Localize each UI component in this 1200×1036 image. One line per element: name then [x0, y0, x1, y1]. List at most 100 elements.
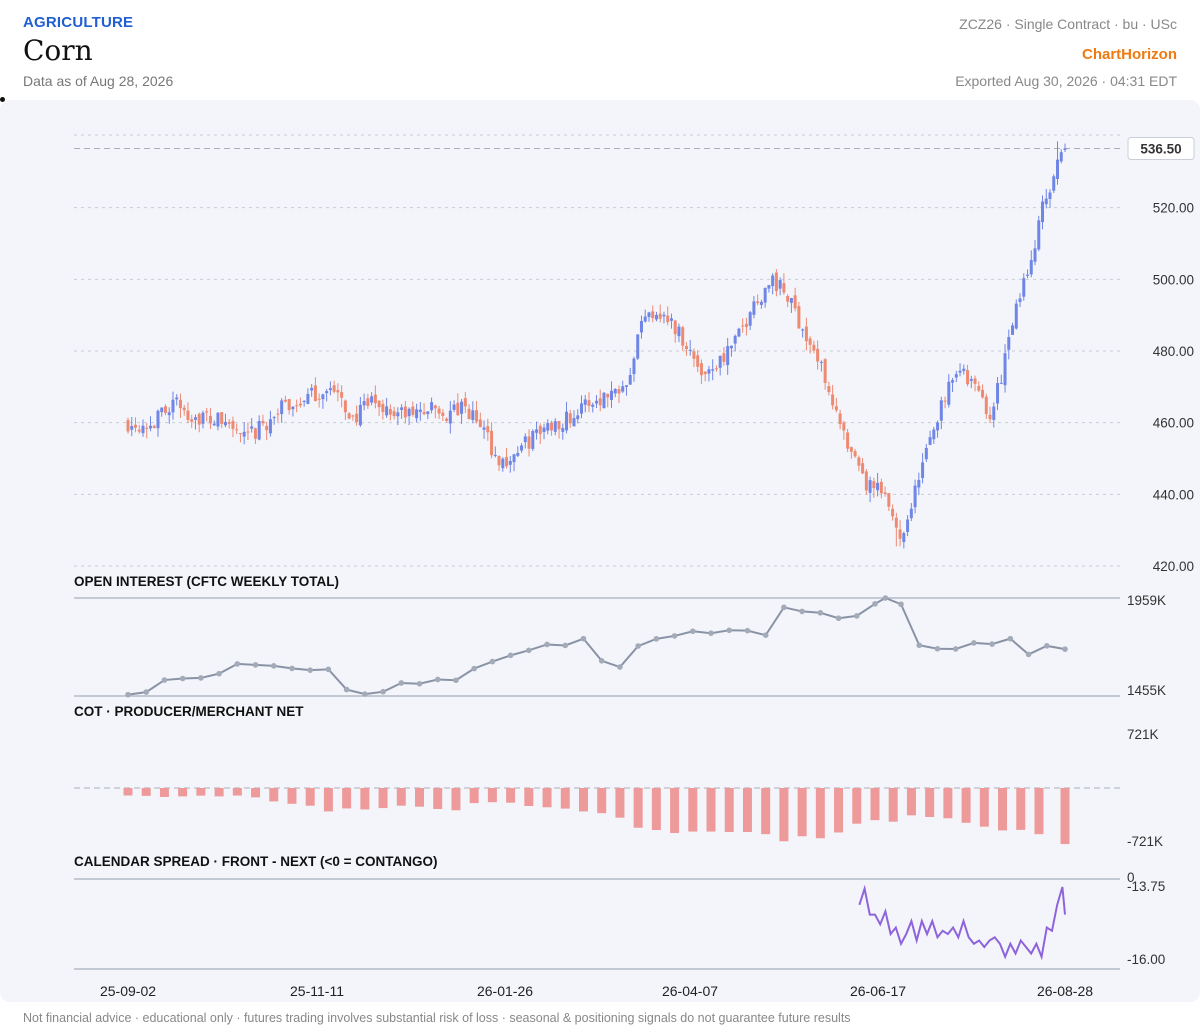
- price-candles: [126, 141, 1067, 549]
- cot-tick-label: -721K: [1127, 834, 1163, 849]
- candle-body: [819, 361, 823, 363]
- candle-body: [737, 328, 741, 337]
- candle-body: [561, 428, 565, 432]
- oi-point: [708, 630, 714, 636]
- cot-bar: [360, 788, 370, 810]
- candle-body: [130, 426, 134, 430]
- oi-point: [471, 665, 477, 672]
- candle-body: [190, 419, 194, 422]
- candle-body: [212, 423, 216, 426]
- candle-body: [426, 411, 430, 415]
- candle-body: [516, 452, 520, 456]
- cot-bar: [323, 788, 333, 812]
- candle-body: [868, 480, 872, 493]
- candle-body: [403, 406, 407, 418]
- candle-body: [208, 415, 212, 424]
- candle-body: [763, 287, 767, 303]
- oi-point: [934, 645, 941, 652]
- candle-body: [602, 392, 606, 409]
- candle-body: [385, 406, 389, 416]
- oi-point: [781, 604, 787, 611]
- candle-body: [838, 413, 842, 425]
- candle-body: [238, 433, 242, 435]
- candle-body: [126, 420, 130, 432]
- candle-body: [242, 431, 246, 437]
- cot-bar: [742, 788, 752, 833]
- candle-body: [441, 412, 445, 416]
- candle-body: [1003, 353, 1007, 386]
- candle-body: [407, 408, 411, 417]
- candle-body: [1048, 192, 1052, 199]
- last-price-box: [1127, 137, 1195, 161]
- cot-bar: [141, 788, 151, 796]
- candle-body: [714, 368, 718, 370]
- oi-point: [507, 652, 514, 659]
- cot-bar: [251, 788, 261, 798]
- candle-body: [1037, 220, 1041, 250]
- candle-body: [246, 431, 250, 433]
- candle-body: [475, 410, 479, 422]
- candle-body: [962, 368, 966, 372]
- oi-pane-title: OPEN INTEREST (CFTC WEEKLY TOTAL): [74, 574, 339, 589]
- candle-body: [842, 422, 846, 431]
- candle-body: [606, 393, 610, 398]
- cot-bar: [342, 788, 352, 809]
- cot-bar: [761, 788, 771, 835]
- candle-body: [774, 272, 778, 292]
- spread-series-line: [858, 884, 1066, 961]
- candle-body: [283, 399, 287, 402]
- candle-body: [418, 409, 422, 412]
- candle-body: [677, 326, 681, 337]
- oi-point: [198, 675, 204, 681]
- candle-body: [295, 405, 299, 407]
- candle-body: [658, 313, 662, 319]
- candle-body: [722, 353, 726, 362]
- candle-body: [460, 401, 464, 414]
- cot-bar: [214, 788, 224, 797]
- candle-body: [741, 325, 745, 327]
- cot-bar: [396, 788, 406, 806]
- candle-body: [437, 408, 441, 414]
- candle-body: [651, 311, 655, 319]
- cot-bar: [615, 788, 625, 818]
- cot-bar: [451, 788, 461, 811]
- candle-body: [358, 404, 362, 426]
- candle-body: [981, 389, 985, 398]
- candle-body: [197, 413, 201, 425]
- candle-body: [415, 409, 419, 419]
- candle-body: [1007, 337, 1011, 350]
- price-tick-label: 460.00: [1153, 416, 1194, 431]
- oi-point: [653, 636, 660, 642]
- cot-bar: [305, 788, 315, 806]
- oi-point: [898, 601, 904, 608]
- candle-body: [156, 410, 160, 429]
- candle-body: [932, 429, 936, 440]
- cot-bar: [815, 788, 825, 839]
- candle-body: [340, 392, 344, 398]
- chart-canvas[interactable]: 420.00 440.00 460.00 480.00 500.00 520.00 536.…: [0, 0, 1200, 1005]
- candle-body: [373, 394, 377, 404]
- candle-body: [343, 400, 347, 413]
- cot-bar: [506, 788, 516, 803]
- candle-body: [696, 355, 700, 367]
- candle-body: [928, 437, 932, 445]
- oi-point: [252, 662, 259, 668]
- cot-bar: [706, 788, 716, 832]
- cot-bar: [560, 788, 570, 809]
- candle-body: [347, 413, 351, 419]
- candle-body: [317, 398, 321, 400]
- cot-bar: [979, 788, 989, 827]
- candle-body: [857, 457, 861, 466]
- oi-point: [916, 642, 923, 649]
- candle-body: [669, 318, 673, 321]
- candle-body: [332, 385, 336, 392]
- candle-body: [621, 386, 625, 392]
- candle-body: [639, 320, 643, 333]
- oi-pane: 1959K 1455K: [74, 593, 1166, 698]
- x-tick-label: 26-06-17: [850, 983, 906, 999]
- candle-body: [999, 382, 1003, 384]
- candle-body: [688, 349, 692, 351]
- cot-bar: [1016, 788, 1026, 830]
- oi-point: [744, 627, 751, 634]
- candle-body: [647, 312, 651, 318]
